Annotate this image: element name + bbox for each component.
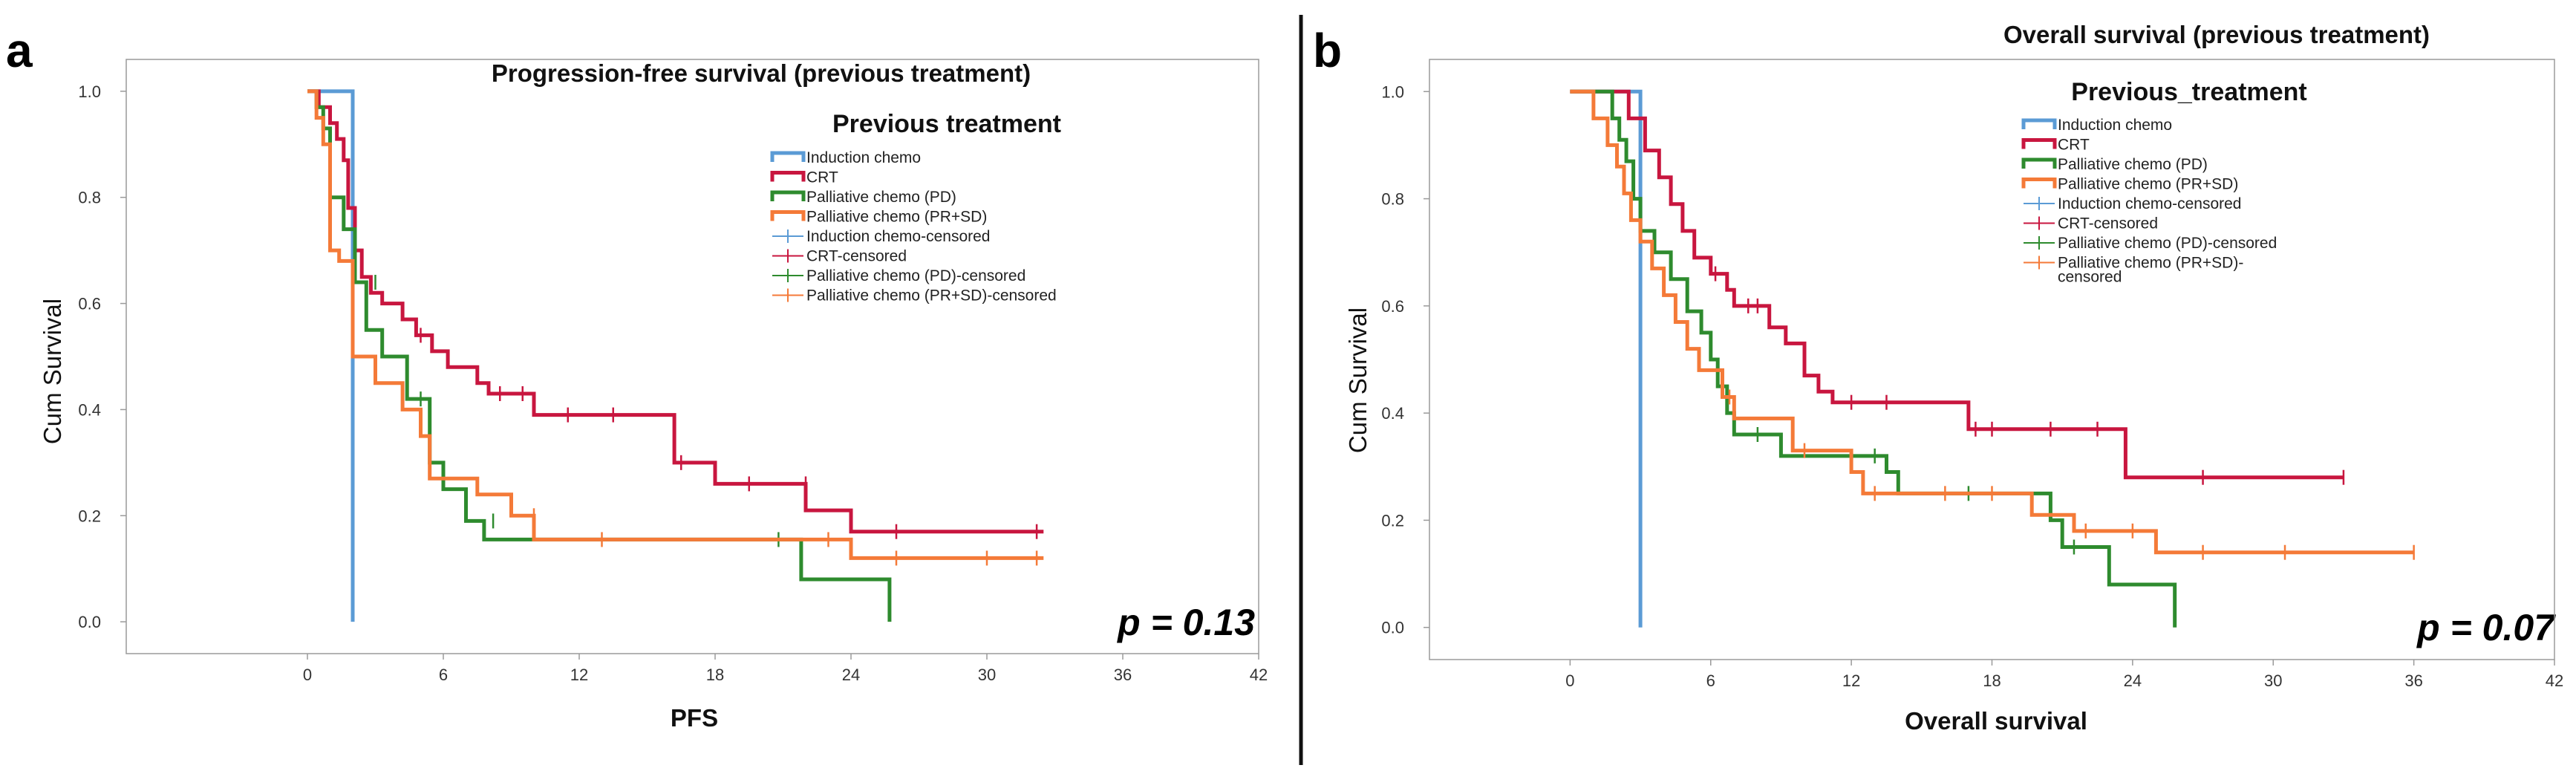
legend-label: Palliative chemo (PR+SD)- — [2058, 255, 2243, 272]
panel-b: b Overall survival (previous treatment) … — [1313, 21, 2563, 735]
plot-frame — [1429, 59, 2555, 660]
legend-label: Palliative chemo (PR+SD) — [806, 209, 987, 226]
legend-label: CRT — [2058, 137, 2090, 154]
x-axis-label: Overall survival — [1905, 707, 2087, 735]
legend-label: Induction chemo-censored — [806, 228, 990, 245]
legend-swatch — [2021, 178, 2057, 189]
y-tick-label: 0.4 — [1381, 404, 1404, 423]
y-tick-label: 0.2 — [78, 507, 101, 525]
panel-a: a Progression-free survival (previous tr… — [6, 24, 1268, 732]
legend-swatch — [770, 190, 806, 201]
series-line — [307, 89, 892, 622]
legend-title: Previous_treatment — [2071, 78, 2306, 106]
x-tick-label: 24 — [842, 666, 860, 684]
y-tick-label: 1.0 — [78, 82, 101, 101]
legend-label: Palliative chemo (PD)-censored — [2058, 235, 2277, 252]
x-tick-label: 12 — [570, 666, 588, 684]
legend-label: Palliative chemo (PD) — [806, 189, 956, 206]
legend-swatch — [2021, 157, 2057, 169]
x-tick-label: 36 — [2404, 671, 2422, 690]
x-tick-label: 42 — [2546, 671, 2563, 690]
plot-area — [1570, 89, 2415, 628]
y-tick-label: 0.6 — [1381, 297, 1404, 316]
x-tick-label: 0 — [303, 666, 312, 684]
x-tick-label: 42 — [1250, 666, 1268, 684]
y-tick-label: 0.0 — [1381, 619, 1404, 637]
series-line — [307, 89, 355, 622]
series-line — [1570, 89, 2177, 628]
legend-swatch — [2021, 118, 2057, 129]
series-line — [1570, 89, 2414, 555]
legend-swatch — [770, 210, 806, 221]
axes: 0 6 12 18 24 30 36 42 0.0 0.2 0.4 0.6 0.8 1.0 — [78, 59, 1268, 684]
legend-swatch — [2021, 138, 2057, 149]
legend-label: Induction chemo — [2058, 117, 2172, 134]
y-tick-label: 0.4 — [78, 400, 101, 419]
series-line — [307, 89, 1044, 560]
x-tick-label: 18 — [706, 666, 724, 684]
legend-label: CRT — [806, 169, 838, 186]
y-tick-label: 0.2 — [1381, 511, 1404, 530]
plot-area — [307, 89, 1044, 622]
y-axis-label: Cum Survival — [1344, 307, 1372, 453]
legend: Induction chemo CRT Palliative chemo (PD) P… — [770, 149, 1057, 305]
x-tick-label: 30 — [978, 666, 996, 684]
p-value: p = 0.07 — [2416, 607, 2556, 648]
plot-frame — [125, 59, 1259, 654]
legend-title: Previous treatment — [832, 110, 1061, 138]
legend-label: Induction chemo-censored — [2058, 195, 2241, 212]
y-tick-label: 0.8 — [1381, 190, 1404, 209]
x-tick-label: 12 — [1842, 671, 1860, 690]
series-line — [1570, 89, 2344, 480]
chart-title: Progression-free survival (previous trea… — [492, 59, 1031, 87]
legend-label: Palliative chemo (PR+SD) — [2058, 176, 2238, 193]
x-axis-label: PFS — [671, 704, 718, 732]
legend-label: CRT-censored — [806, 248, 907, 265]
x-tick-label: 6 — [1706, 671, 1715, 690]
x-tick-label: 36 — [1114, 666, 1132, 684]
legend: Induction chemo CRT Palliative chemo (PD) P… — [2021, 117, 2277, 286]
legend-label: censored — [2058, 269, 2122, 286]
x-tick-label: 6 — [439, 666, 448, 684]
chart-title: Overall survival (previous treatment) — [2003, 21, 2430, 48]
legend-label: Palliative chemo (PR+SD)-censored — [806, 287, 1057, 305]
legend-label: CRT-censored — [2058, 215, 2158, 232]
panel-letter: a — [6, 24, 33, 77]
y-tick-label: 1.0 — [1381, 82, 1404, 101]
legend-label: Palliative chemo (PD) — [2058, 156, 2208, 173]
x-tick-label: 0 — [1565, 671, 1574, 690]
legend-label: Induction chemo — [806, 149, 921, 166]
series-line — [1570, 89, 1643, 628]
x-tick-label: 24 — [2124, 671, 2142, 690]
p-value: p = 0.13 — [1116, 602, 1255, 643]
y-tick-label: 0.8 — [78, 189, 101, 207]
y-tick-label: 0.0 — [78, 613, 101, 631]
series-line — [307, 89, 1044, 534]
legend-label: Palliative chemo (PD)-censored — [806, 267, 1025, 284]
y-tick-label: 0.6 — [78, 295, 101, 313]
x-tick-label: 30 — [2264, 671, 2282, 690]
x-tick-label: 18 — [1983, 671, 2001, 690]
y-axis-label: Cum Survival — [39, 299, 66, 444]
axes: 0 6 12 18 24 30 36 42 0.0 0.2 0.4 0.6 0.8 1.0 — [1381, 59, 2563, 690]
legend-swatch — [770, 151, 806, 162]
legend-swatch — [770, 171, 806, 182]
panel-letter: b — [1313, 24, 1342, 77]
